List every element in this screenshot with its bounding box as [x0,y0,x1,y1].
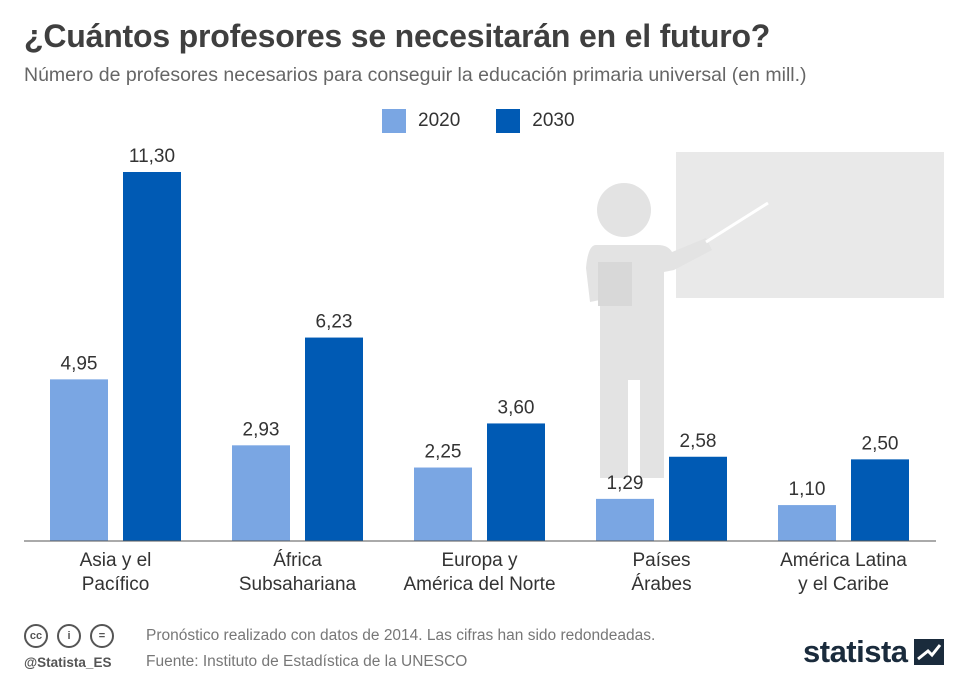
data-label-2030-1: 6,23 [316,312,353,333]
data-label-2030-3: 2,58 [680,431,717,452]
creative-commons-icon[interactable]: cc [24,624,48,648]
category-label-3-line-1: Árabes [631,574,691,595]
bar-2020-2 [414,467,472,541]
bar-2030-3 [669,456,727,541]
data-label-2020-4: 1,10 [789,479,826,500]
data-label-2030-0: 11,30 [129,146,175,167]
bar-2030-0 [123,172,181,541]
category-label-2-line-1: América del Norte [403,574,555,595]
chart-subtitle: Número de profesores necesarios para con… [24,64,807,86]
bar-2020-3 [596,498,654,541]
statista-mark-icon [913,639,944,665]
legend: 2020 2030 [382,109,611,133]
bar-2020-0 [50,379,108,541]
bar-2030-2 [487,423,545,541]
data-label-2020-1: 2,93 [243,419,280,440]
legend-item-2020: 2020 [382,109,460,133]
data-label-2020-3: 1,29 [607,473,644,494]
legend-label-2020: 2020 [418,110,461,131]
category-label-0-line-0: Asia y el [80,550,152,571]
legend-label-2030: 2030 [532,110,575,131]
statista-logo[interactable]: statista [803,634,944,670]
category-label-4-line-1: y el Caribe [798,574,889,595]
data-label-2030-4: 2,50 [862,433,899,454]
legend-item-2030: 2030 [496,109,575,133]
bar-chart: 4,95 11,30 2,93 6,23 2,25 3,60 1,29 2,58 1,10 2,5… [24,146,944,595]
category-label-0-line-1: Pacífico [82,574,150,595]
legend-swatch-2020 [382,109,406,133]
x-axis-labels: Asia y el Pacífico África Subsahariana Europ… [80,550,908,595]
category-label-3-line-0: Países [632,550,690,571]
bar-2030-1 [305,337,363,541]
footnote: Pronóstico realizado con datos de 2014. … [146,627,656,644]
license-icons: cc i = [24,624,123,648]
bars-group: 4,95 11,30 2,93 6,23 2,25 3,60 1,29 2,58 1,10 2,5… [50,146,909,541]
bar-2030-4 [851,459,909,541]
source-note: Fuente: Instituto de Estadística de la U… [146,653,468,670]
data-label-2030-2: 3,60 [498,397,535,418]
data-label-2020-2: 2,25 [425,442,462,463]
bar-2020-4 [778,505,836,541]
data-label-2020-0: 4,95 [61,353,98,374]
category-label-4-line-0: América Latina [780,550,907,571]
twitter-handle[interactable]: @Statista_ES [24,655,112,670]
legend-swatch-2030 [496,109,521,133]
no-derivatives-icon[interactable]: = [90,624,114,648]
category-label-1-line-1: Subsahariana [239,574,357,595]
category-label-2-line-0: Europa y [441,550,518,571]
bar-2020-1 [232,445,290,541]
teacher-at-whiteboard-icon [586,152,944,478]
chart-title: ¿Cuántos profesores se necesitarán en el… [24,18,771,54]
attribution-icon[interactable]: i [57,624,81,648]
brand-wordmark: statista [803,634,908,669]
category-label-1-line-0: África [273,550,322,571]
